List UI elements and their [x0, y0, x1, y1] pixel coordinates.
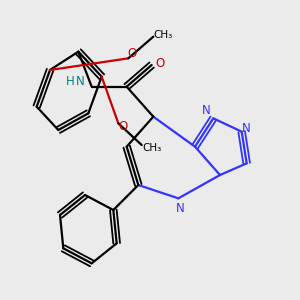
Text: N: N [176, 202, 184, 215]
Text: CH₃: CH₃ [154, 30, 173, 40]
Text: O: O [119, 120, 128, 133]
Text: N: N [242, 122, 251, 135]
Text: N: N [76, 75, 84, 88]
Text: O: O [127, 47, 136, 60]
Text: N: N [202, 103, 211, 116]
Text: CH₃: CH₃ [142, 143, 161, 153]
Text: O: O [155, 57, 165, 70]
Text: H: H [66, 75, 74, 88]
